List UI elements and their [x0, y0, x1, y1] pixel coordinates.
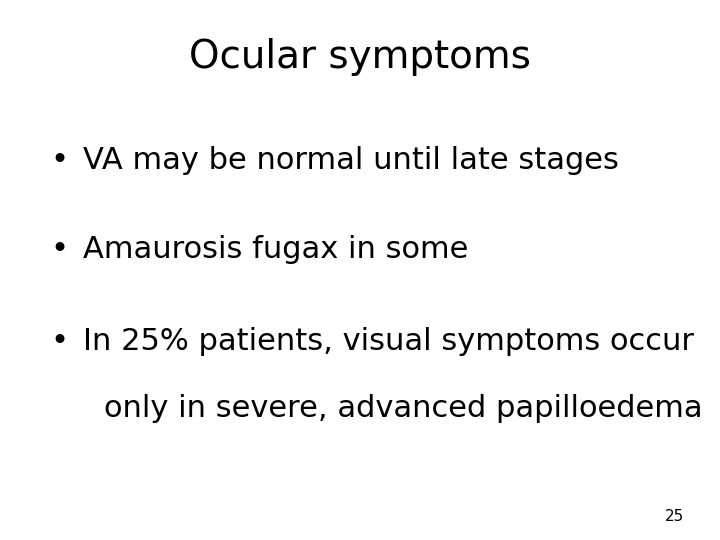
Text: •: •: [50, 327, 68, 356]
Text: only in severe, advanced papilloedema: only in severe, advanced papilloedema: [104, 394, 703, 423]
Text: 25: 25: [665, 509, 684, 524]
Text: In 25% patients, visual symptoms occur: In 25% patients, visual symptoms occur: [83, 327, 694, 356]
Text: •: •: [50, 235, 68, 264]
Text: Amaurosis fugax in some: Amaurosis fugax in some: [83, 235, 468, 264]
Text: •: •: [50, 146, 68, 175]
Text: Ocular symptoms: Ocular symptoms: [189, 38, 531, 76]
Text: VA may be normal until late stages: VA may be normal until late stages: [83, 146, 618, 175]
